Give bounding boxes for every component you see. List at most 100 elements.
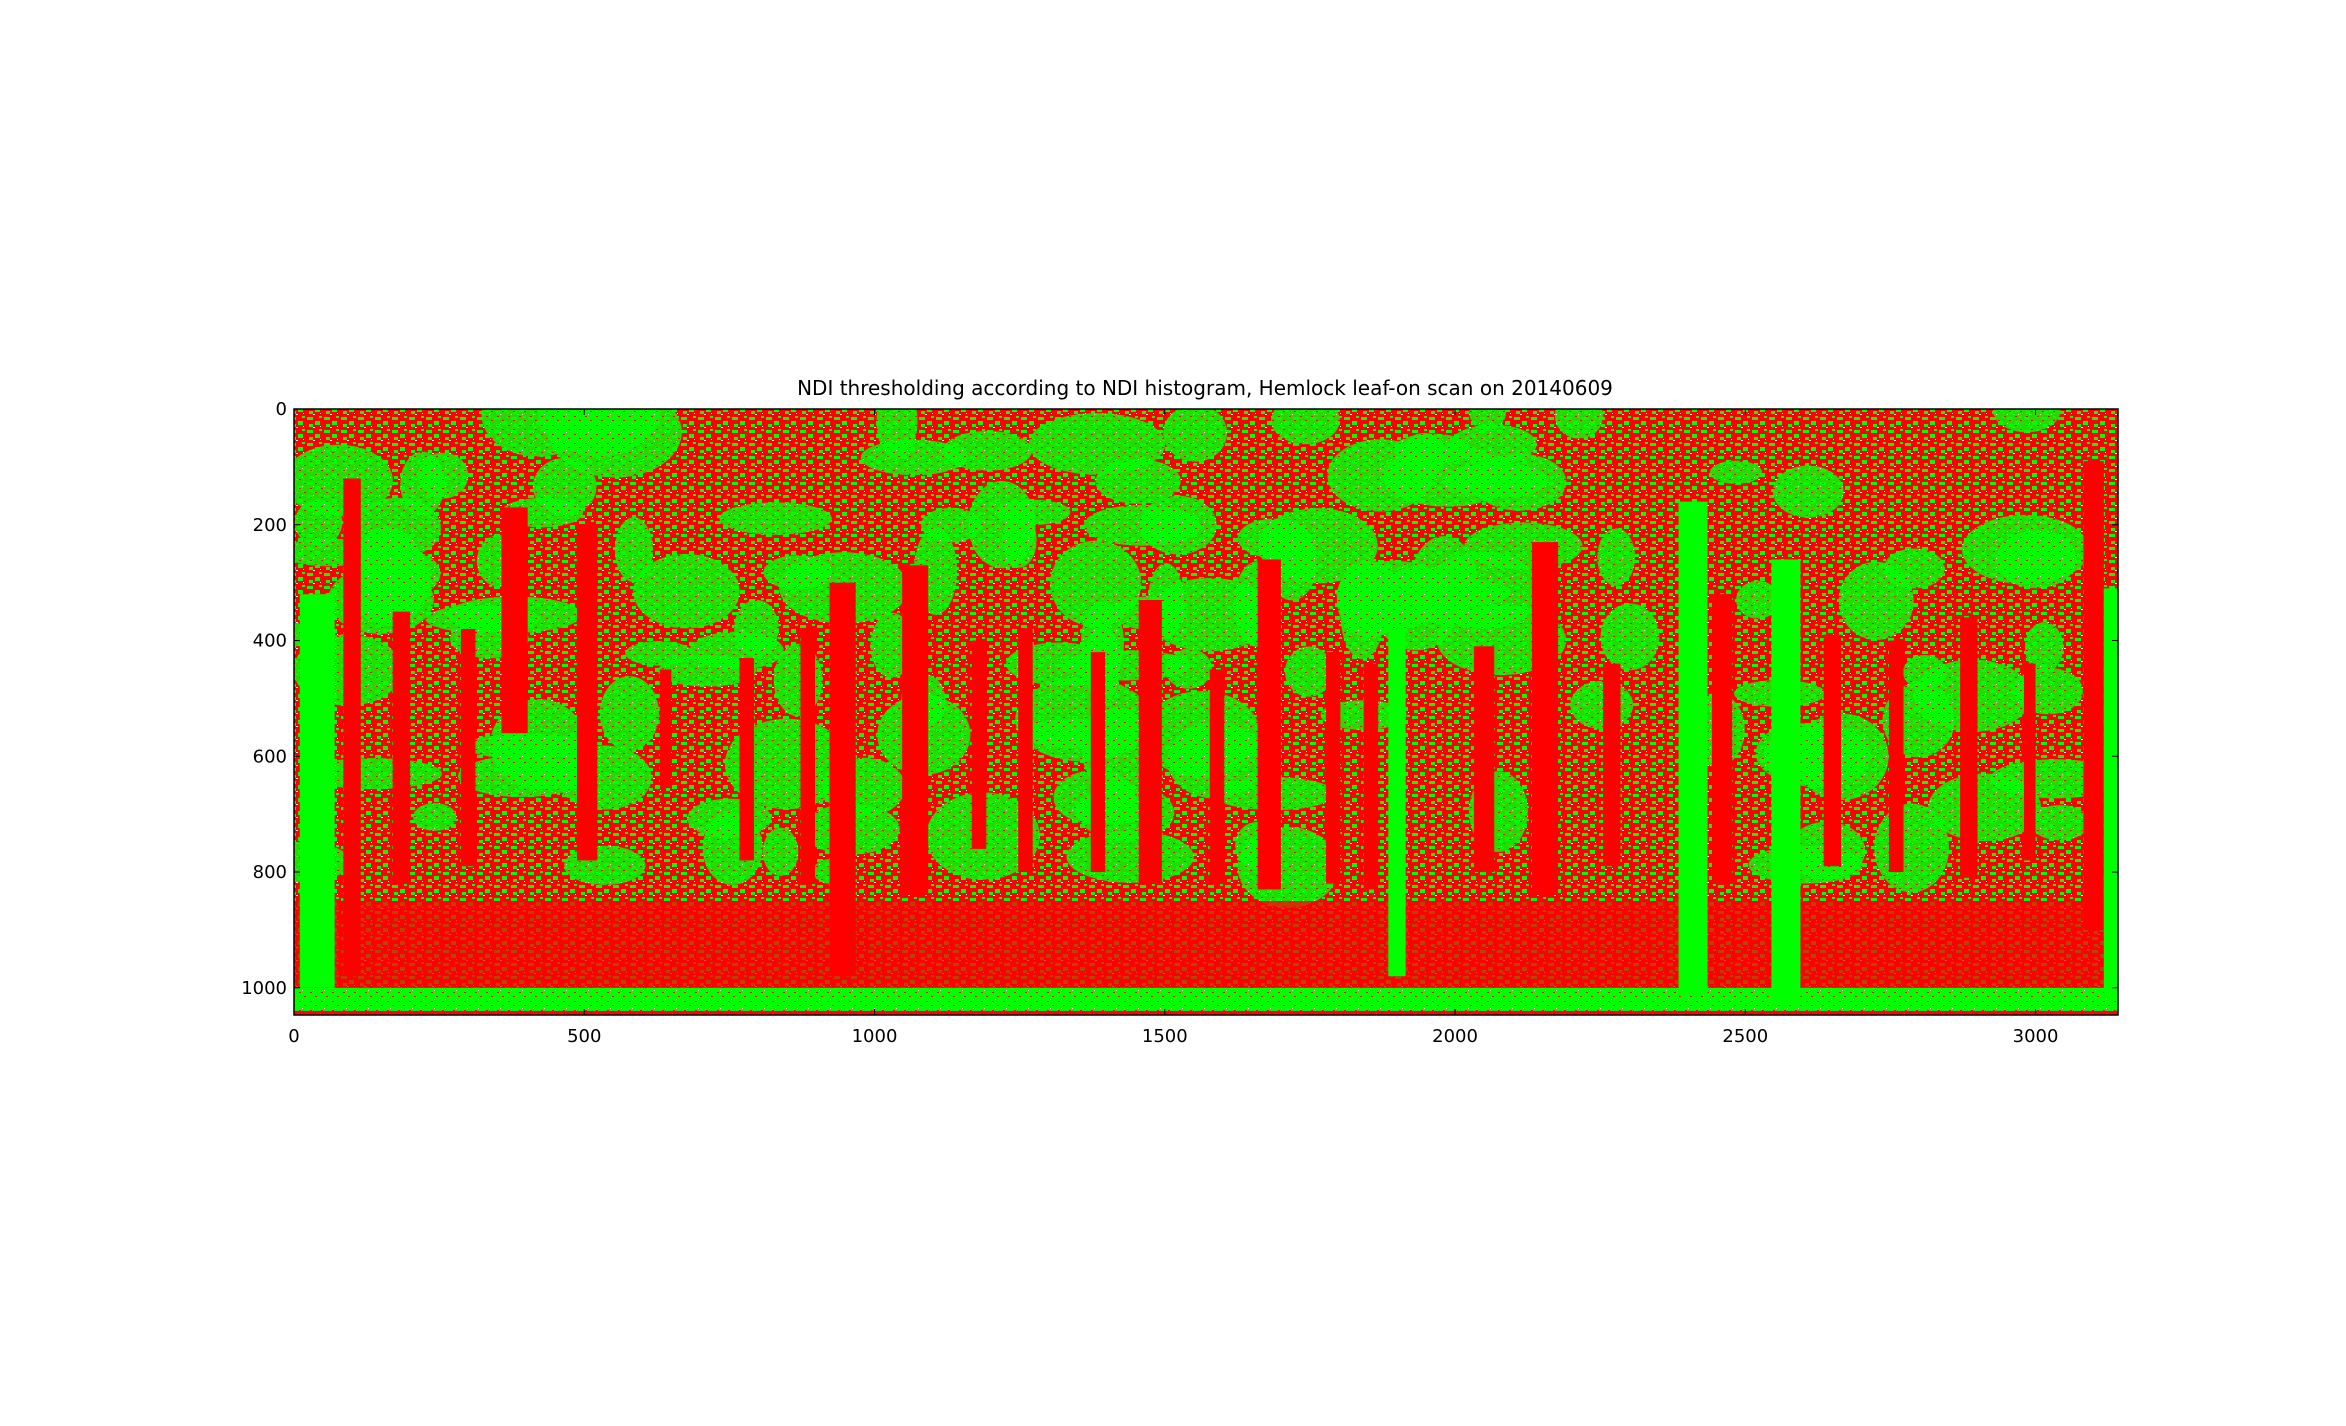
x-tick-label: 2000 (1432, 1026, 1478, 1047)
trunk (971, 640, 987, 849)
x-axis: 0 500 1000 1500 2000 2500 3000 (288, 409, 2058, 1047)
y-tick-label: 1000 (241, 978, 287, 999)
trunk (1711, 594, 1733, 884)
trunk (1531, 542, 1559, 896)
canopy-patch (1772, 465, 1844, 518)
trunk (1363, 663, 1379, 890)
chart-title: NDI thresholding according to NDI histog… (797, 376, 1613, 400)
trunk (829, 582, 856, 977)
canopy-patch (1709, 460, 1762, 484)
canopy-patch (294, 499, 343, 546)
canopy-patch (1874, 803, 1950, 893)
canopy-patch (1258, 508, 1378, 584)
x-tick-label: 0 (288, 1026, 299, 1047)
canopy-patch (412, 803, 457, 831)
trunk (1018, 628, 1033, 873)
canopy-patch (1146, 577, 1274, 652)
trunk (902, 565, 929, 896)
bottom-strip (294, 987, 2118, 1011)
trunk (659, 669, 672, 786)
trunk (2023, 663, 2036, 861)
canopy-patch (921, 507, 982, 543)
canopy-patch (860, 439, 968, 476)
bright-trunk (1771, 559, 1801, 1006)
trunk (1138, 600, 1162, 884)
trunk (460, 628, 476, 867)
trunk (392, 611, 411, 884)
trunk (1209, 669, 1225, 884)
trunk (1090, 652, 1106, 873)
canopy-patch (599, 676, 660, 751)
canopy-patch (614, 517, 653, 583)
canopy-patch (1464, 522, 1583, 570)
trunk (1888, 640, 1904, 873)
trunk (1960, 617, 1978, 878)
canopy-patch (1018, 719, 1134, 748)
trunk (1473, 646, 1495, 873)
canopy-patch (1570, 680, 1634, 730)
y-tick-label: 800 (253, 862, 287, 883)
canopy-patch (1271, 409, 1340, 445)
canopy-patch (734, 599, 779, 658)
y-axis: 0 200 400 600 800 1000 (241, 399, 2118, 999)
y-tick-label: 600 (253, 746, 287, 767)
canopy-patch (564, 845, 646, 886)
canopy-patch (658, 655, 757, 687)
trunk (1603, 663, 1621, 867)
canopy-patch (1163, 409, 1228, 462)
canopy-patch (481, 409, 595, 457)
x-tick-label: 1500 (1142, 1026, 1188, 1047)
trunk (1823, 634, 1842, 867)
trunk (501, 507, 528, 734)
trunk (2083, 461, 2104, 930)
trunk (739, 657, 755, 861)
canopy-patch (2030, 805, 2090, 841)
trunk (577, 524, 598, 861)
plot-frame (293, 408, 2119, 1016)
canopy-patch (1736, 580, 1780, 619)
canopy-patch (2024, 622, 2064, 673)
canopy-patch (533, 457, 597, 516)
canopy-patch (719, 502, 832, 535)
canopy-patch (1469, 409, 1507, 431)
canopy-patch (1095, 459, 1181, 504)
canopy-patch (556, 745, 652, 810)
canopy-patch (1066, 830, 1194, 883)
trunk (1325, 652, 1341, 884)
y-tick-label: 400 (253, 631, 287, 652)
canopy-patch (1061, 650, 1191, 681)
canopy-patch (2013, 667, 2083, 715)
bright-trunk (2103, 588, 2118, 1000)
canopy-patch (1028, 413, 1166, 475)
canopy-patch (633, 554, 740, 629)
canopy-patch (1340, 567, 1385, 660)
y-tick-label: 0 (276, 399, 287, 420)
canopy-patch (1961, 514, 2090, 585)
x-tick-label: 500 (567, 1026, 601, 1047)
canopy-patch (1083, 504, 1201, 546)
bright-trunk (299, 594, 335, 988)
canopy-patch (762, 827, 799, 876)
y-tick-label: 200 (253, 515, 287, 536)
ground-band (294, 900, 2118, 988)
canopy-patch (968, 480, 1036, 569)
canopy-patch (1388, 577, 1512, 608)
canopy-patch (724, 718, 850, 810)
plot-area (294, 409, 2118, 1015)
canopy-patch (1600, 603, 1660, 671)
canopy-patch (1838, 561, 1914, 640)
trunk (343, 478, 361, 977)
bright-trunk (1388, 628, 1406, 977)
bright-trunk (1678, 501, 1708, 994)
canopy-patch (1382, 446, 1513, 507)
trunk (800, 628, 816, 884)
canopy-patch (1285, 646, 1333, 697)
x-tick-label: 3000 (2013, 1026, 2059, 1047)
canopy-patch (400, 451, 446, 516)
trunk (1257, 559, 1281, 890)
canopy-patch (1597, 528, 1636, 586)
x-tick-label: 2500 (1722, 1026, 1768, 1047)
bottom-edge (294, 1010, 2118, 1015)
